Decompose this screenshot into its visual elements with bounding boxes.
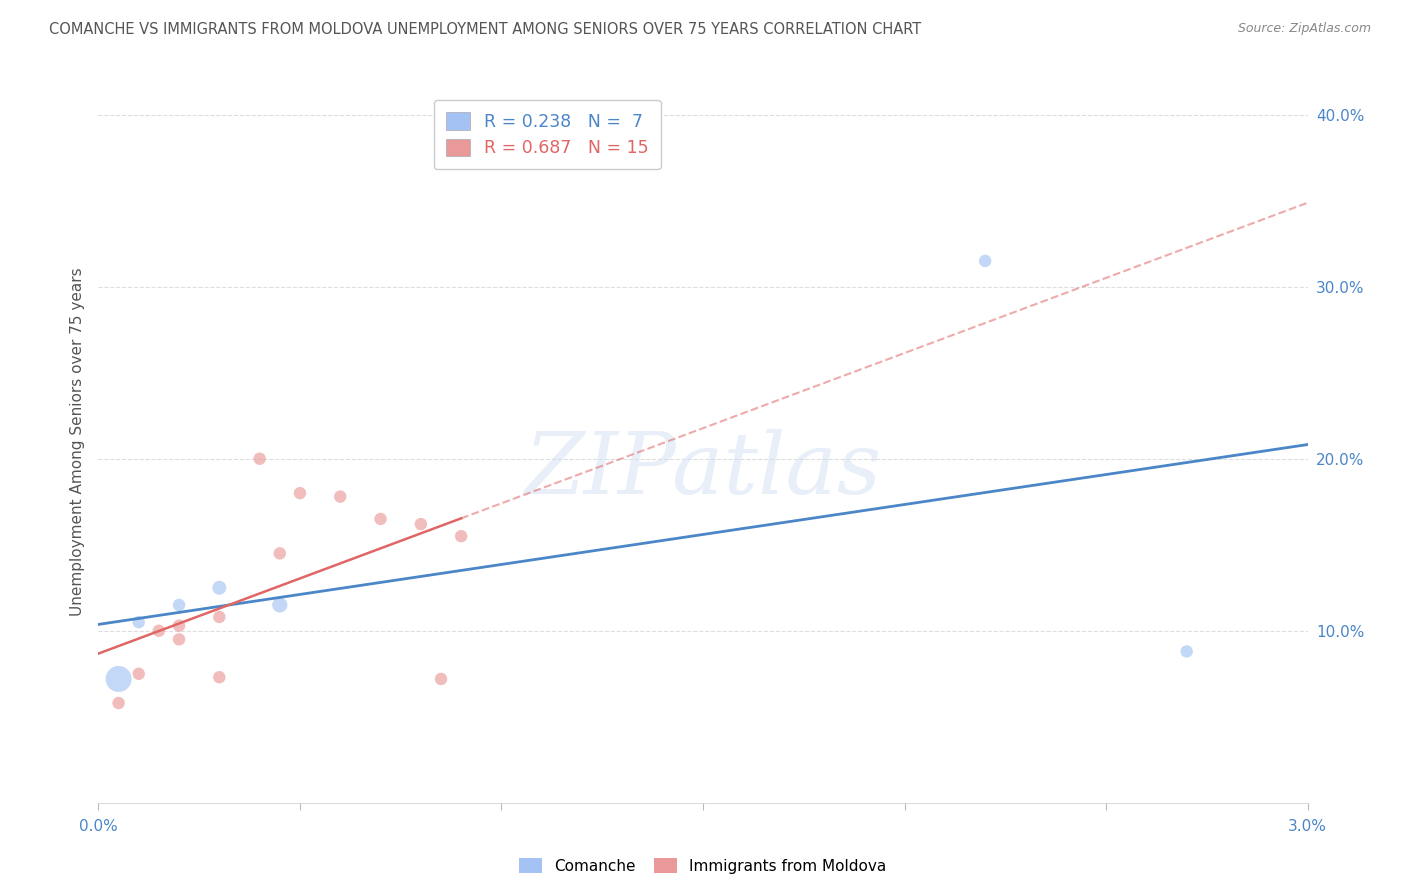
Text: 0.0%: 0.0%: [79, 819, 118, 834]
Text: 3.0%: 3.0%: [1288, 819, 1327, 834]
Point: [370, 512, 392, 526]
Text: COMANCHE VS IMMIGRANTS FROM MOLDOVA UNEMPLOYMENT AMONG SENIORS OVER 75 YEARS COR: COMANCHE VS IMMIGRANTS FROM MOLDOVA UNEM…: [49, 22, 921, 37]
Point: [450, 529, 472, 543]
Y-axis label: Unemployment Among Seniors over 75 years: Unemployment Among Seniors over 75 years: [69, 268, 84, 615]
Text: ZIPatlas: ZIPatlas: [524, 429, 882, 512]
Point: [167, 598, 190, 612]
Point: [1175, 644, 1198, 658]
Point: [249, 451, 271, 466]
Legend: R = 0.238   N =  7, R = 0.687   N = 15: R = 0.238 N = 7, R = 0.687 N = 15: [433, 100, 661, 169]
Point: [167, 618, 190, 632]
Point: [269, 546, 291, 560]
Point: [208, 670, 231, 684]
Point: [409, 517, 432, 532]
Point: [329, 490, 352, 504]
Text: Source: ZipAtlas.com: Source: ZipAtlas.com: [1237, 22, 1371, 36]
Point: [148, 624, 170, 638]
Point: [208, 581, 231, 595]
Legend: Comanche, Immigrants from Moldova: Comanche, Immigrants from Moldova: [513, 852, 893, 880]
Point: [430, 672, 453, 686]
Point: [107, 696, 129, 710]
Point: [128, 666, 150, 681]
Point: [128, 615, 150, 630]
Point: [269, 598, 291, 612]
Point: [107, 672, 129, 686]
Point: [288, 486, 311, 500]
Point: [167, 632, 190, 647]
Point: [208, 610, 231, 624]
Point: [974, 253, 997, 268]
